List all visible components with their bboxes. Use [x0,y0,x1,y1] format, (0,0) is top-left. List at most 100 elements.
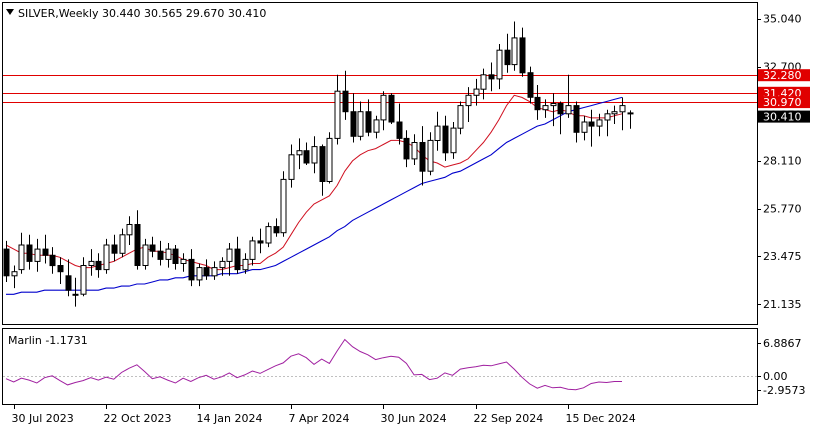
candle [588,109,595,147]
time-tick-label: 22 Sep 2024 [474,412,544,425]
candle [203,259,210,280]
candle [334,74,341,145]
candle [534,85,541,120]
candle [265,222,272,248]
price-tick-label: 21.135 [763,298,802,311]
candle-body-up [80,265,87,295]
time-tick-label: 7 Apr 2024 [289,412,350,425]
candle-body-up [11,271,18,277]
current-price-text: 30.410 [763,111,802,124]
candle [149,236,156,258]
candle [42,234,49,264]
candle [11,265,18,289]
horizontal-levels [3,75,757,103]
candle [496,44,503,90]
candle-body-down [111,244,118,254]
level-label-box [758,69,810,82]
price-tick-label: 28.110 [763,155,802,168]
candle [519,27,526,77]
level-label-box [758,86,810,99]
candle-body-up [427,139,434,172]
candle [257,228,264,254]
candle-body-up [550,103,557,107]
candle [434,111,441,151]
candle-body-up [581,121,588,133]
candle-body-up [511,37,518,66]
candlesticks [3,21,634,307]
candle-body-up [334,90,341,139]
candle [111,234,118,262]
candle-body-down [319,146,326,183]
candle-body-down [49,254,56,267]
collapse-triangle-icon[interactable] [6,9,14,15]
candle-body-down [419,142,426,172]
candle [119,228,126,258]
candle-body-down [273,226,280,234]
candle [411,134,418,165]
candle [65,259,72,297]
candle-body-up [219,260,226,269]
candle [88,249,95,276]
candle [126,216,133,245]
candle [611,105,618,124]
candle-body-down [42,248,49,256]
candle-body-down [588,121,595,127]
candle [219,257,226,276]
candle [619,97,626,131]
current-price-box [758,110,810,123]
level-label-text: 32.280 [763,69,802,82]
symbol-header: SILVER,Weekly 30.440 30.565 29.670 30.41… [18,7,266,20]
candle [403,130,410,168]
candle-body-down [488,74,495,80]
candle [211,261,218,280]
level-label-box [758,96,810,109]
candle [557,101,564,135]
candle [527,66,534,104]
candle [480,68,487,100]
candle [249,236,256,266]
candle-body-down [350,111,357,137]
candle [465,87,472,122]
candle-body-up [496,49,503,80]
time-tick-label: 22 Oct 2023 [104,412,172,425]
candle [581,115,588,141]
oscillator-pane-frame [2,328,758,405]
candle-body-up [119,234,126,254]
candle-body-up [450,127,457,154]
candle-body-up [34,248,41,262]
candle-body-up [226,248,233,262]
candle [542,99,549,118]
time-tick-label: 30 Jul 2023 [12,412,74,425]
time-tick-label: 15 Dec 2024 [566,412,636,425]
candle [49,247,56,274]
candle-body-up [180,258,187,264]
candle [396,103,403,145]
candle-body-up [480,74,487,90]
candle-body-up [72,293,79,296]
candle-body-down [157,250,164,260]
candle [388,93,395,124]
candle [511,21,518,71]
candle-body-up [542,105,549,111]
level-label: 30.970 [758,96,810,109]
candle-body-down [149,244,156,252]
candle [488,62,495,92]
candle-body-up [465,94,472,107]
candle-body-up [288,154,295,180]
level-label: 32.280 [758,69,810,82]
candle [596,113,603,137]
candle-body-up [380,94,387,121]
candle-body-down [442,125,449,154]
candle-body-up [265,226,272,244]
candle [303,142,310,165]
candle-body-up [88,260,95,266]
candle [188,249,195,287]
candle [226,243,233,276]
candle [450,122,457,159]
candle-body-down [527,72,534,98]
candle [26,234,33,270]
candle-body-up [249,240,256,260]
